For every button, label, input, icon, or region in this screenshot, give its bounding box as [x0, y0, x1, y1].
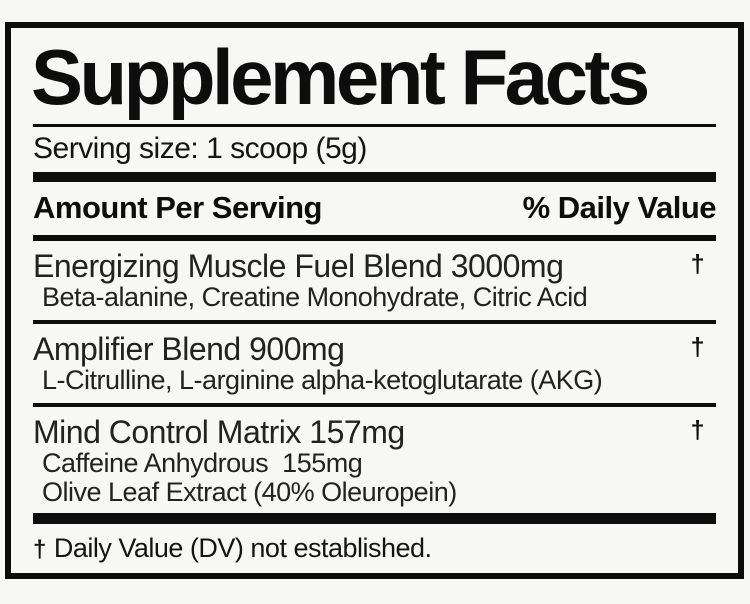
footnote-dagger: †	[33, 536, 46, 563]
footnote: † Daily Value (DV) not established.	[33, 524, 716, 575]
ingredient-sub-line: L-Citrulline, L-arginine alpha-ketogluta…	[42, 365, 603, 395]
ingredient-sub-line: Beta-alanine, Creatine Monohydrate, Citr…	[42, 282, 588, 312]
divider-thin	[33, 124, 716, 127]
ingredient-sub-line: Caffeine Anhydrous 155mg	[42, 448, 363, 478]
divider-heavy	[33, 513, 716, 524]
ingredient-main: Mind Control Matrix 157mg †	[33, 415, 716, 449]
footnote-text: Daily Value (DV) not established.	[53, 533, 432, 563]
ingredient-name: Mind Control Matrix 157mg	[33, 414, 405, 450]
ingredient-row: Mind Control Matrix 157mg † Caffeine Anh…	[33, 407, 716, 513]
daily-value-dagger: †	[690, 250, 705, 278]
ingredient-name: Energizing Muscle Fuel Blend 3000mg	[33, 248, 564, 284]
daily-value-dagger: †	[690, 333, 705, 361]
divider-medium	[33, 320, 716, 324]
divider-medium	[33, 235, 716, 241]
daily-value-header: % Daily Value	[522, 190, 717, 225]
ingredient-main: Amplifier Blend 900mg †	[33, 332, 716, 366]
ingredient-name: Amplifier Blend 900mg	[33, 331, 345, 367]
ingredient-main: Energizing Muscle Fuel Blend 3000mg †	[33, 249, 716, 283]
divider-medium	[33, 403, 716, 407]
daily-value-dagger: †	[690, 416, 705, 444]
ingredient-sub-line: Olive Leaf Extract (40% Oleuropein)	[42, 477, 457, 507]
column-header-row: Amount Per Serving % Daily Value	[33, 182, 717, 235]
ingredient-row: Amplifier Blend 900mg † L-Citrulline, L-…	[33, 324, 716, 403]
amount-per-serving-header: Amount Per Serving	[33, 190, 323, 225]
panel-title: Supplement Facts	[31, 33, 650, 121]
supplement-facts-panel: Supplement Facts Serving size: 1 scoop (…	[5, 22, 744, 579]
ingredient-row: Energizing Muscle Fuel Blend 3000mg † Be…	[33, 241, 716, 320]
divider-thick	[33, 172, 716, 182]
serving-size: Serving size: 1 scoop (5g)	[33, 132, 367, 165]
